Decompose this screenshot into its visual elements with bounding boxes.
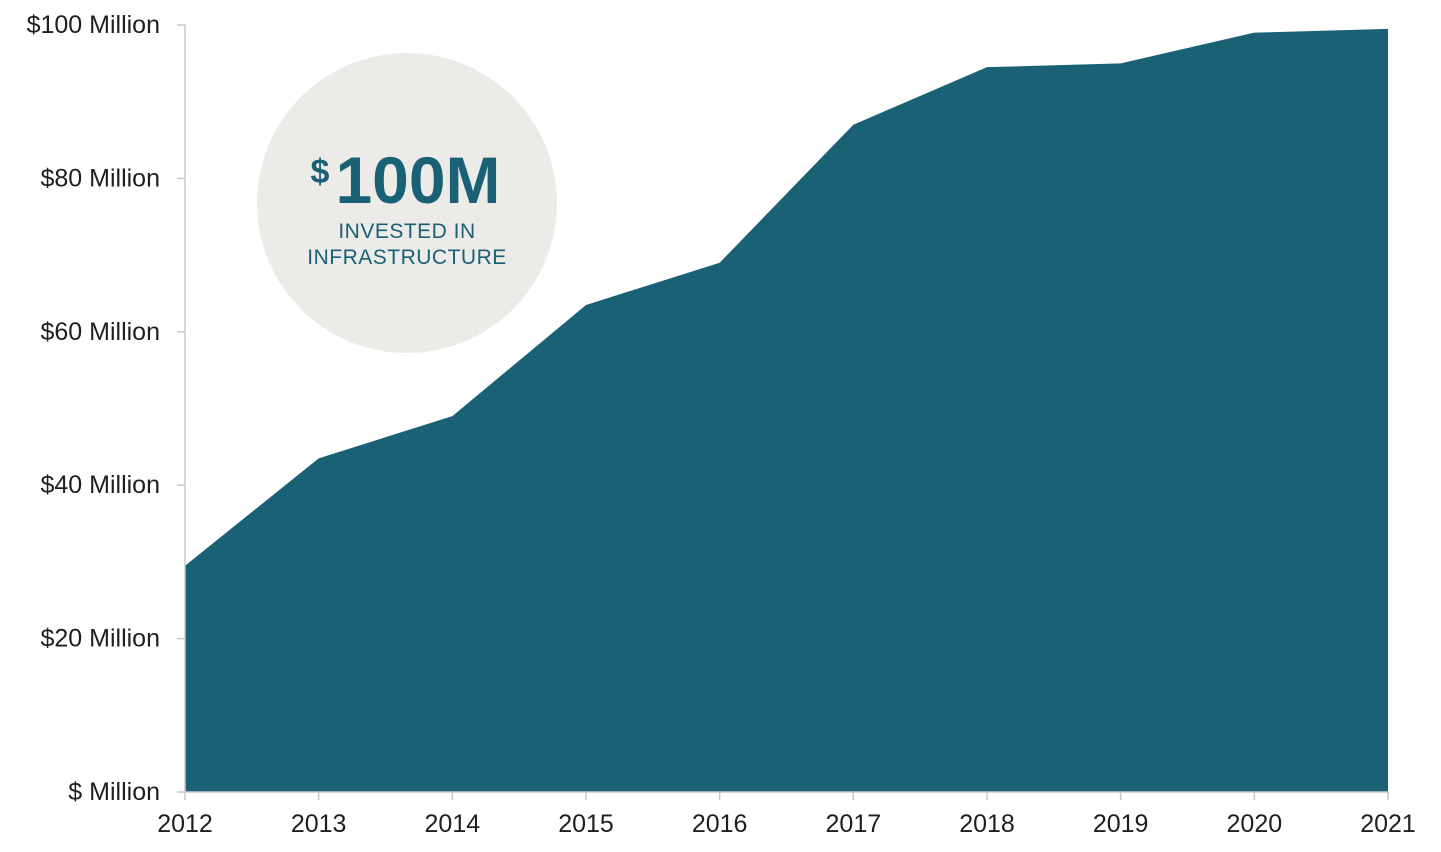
y-tick-label: $80 Million (40, 164, 160, 192)
x-tick-label: 2018 (959, 810, 1015, 838)
badge-amount: 100M (335, 143, 500, 217)
y-tick-label: $20 Million (40, 625, 160, 653)
badge-currency-symbol: $ (311, 153, 330, 191)
x-axis-ticks: 2012 2013 2014 2015 2016 2017 2018 2019 2020 2021 (157, 792, 1416, 838)
x-tick-label: 2020 (1227, 810, 1283, 838)
total-invested-badge: $ 100M INVESTED IN INFRASTRUCTURE (257, 53, 557, 353)
x-tick-label: 2015 (558, 810, 614, 838)
x-tick-label: 2013 (291, 810, 347, 838)
x-tick-label: 2016 (692, 810, 748, 838)
area-layer (185, 28, 1388, 792)
y-tick-label: $ Million (68, 778, 160, 806)
y-axis-ticks: $ Million $20 Million $40 Million $60 Milli… (27, 11, 185, 806)
y-tick-label: $60 Million (40, 318, 160, 346)
badge-caption-line-2: INFRASTRUCTURE (307, 246, 507, 269)
x-tick-label: 2012 (157, 810, 213, 838)
investment-area (185, 28, 1388, 792)
y-tick-label: $100 Million (27, 11, 160, 39)
x-tick-label: 2017 (826, 810, 882, 838)
x-tick-label: 2019 (1093, 810, 1149, 838)
axes-layer (184, 25, 1388, 793)
badge-circle (257, 53, 557, 353)
x-tick-label: 2014 (425, 810, 481, 838)
y-tick-label: $40 Million (40, 471, 160, 499)
badge-caption-line-1: INVESTED IN (338, 220, 475, 243)
x-tick-label: 2021 (1360, 810, 1416, 838)
